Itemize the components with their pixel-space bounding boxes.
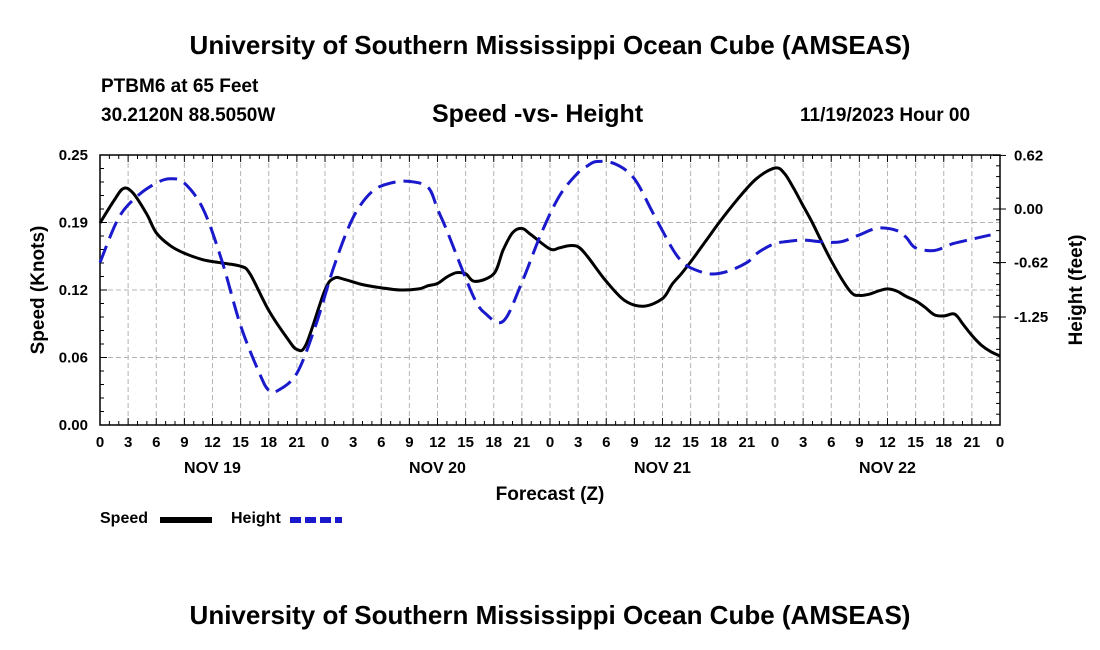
- day-label: NOV 22: [859, 460, 916, 477]
- legend-height-swatch: [290, 517, 342, 523]
- x-tick-label: 6: [827, 434, 835, 451]
- x-tick-label: 15: [232, 434, 249, 451]
- x-tick-label: 12: [879, 434, 896, 451]
- x-tick-label: 0: [996, 434, 1004, 451]
- x-tick-label: 0: [546, 434, 554, 451]
- x-tick-label: 21: [289, 434, 306, 451]
- speed-series-line: [98, 166, 1001, 358]
- x-tick-label: 3: [349, 434, 357, 451]
- legend-height-label: Height: [231, 510, 281, 527]
- x-tick-label: 9: [855, 434, 863, 451]
- legend-speed-label: Speed: [100, 510, 149, 527]
- x-tick-label: 12: [429, 434, 446, 451]
- x-tick-label: 9: [180, 434, 188, 451]
- x-tick-label: 21: [514, 434, 531, 451]
- x-tick-label: 15: [457, 434, 474, 451]
- x-tick-label: 9: [630, 434, 638, 451]
- y-tick-label: 0.06: [59, 350, 88, 367]
- y-tick-label: 0.12: [59, 282, 88, 299]
- plot-frame: [99, 154, 1001, 426]
- day-label: NOV 20: [409, 460, 466, 477]
- station-label: PTBM6 at 65 Feet: [101, 76, 259, 97]
- y2-tick-label: 0.62: [1014, 147, 1043, 164]
- main-title: University of Southern Mississippi Ocean…: [189, 30, 911, 60]
- x-tick-label: 12: [654, 434, 671, 451]
- y-tick-label: 0.00: [59, 417, 88, 434]
- x-tick-label: 3: [574, 434, 582, 451]
- x-tick-label: 3: [124, 434, 132, 451]
- x-tick-label: 15: [682, 434, 699, 451]
- x-tick-label: 18: [710, 434, 727, 451]
- height-series-line: [98, 159, 991, 395]
- speed-height-chart: 0 3 6 9 12 15 18 21 0 3 6 9 12 15 18 21 0 3 6 9 12 15 18 21 0 3 6 9…: [28, 147, 1087, 505]
- y2-tick-label: 0.00: [1014, 201, 1043, 218]
- x-axis-label: Forecast (Z): [496, 484, 605, 505]
- y-axis-label: Speed (Knots): [28, 226, 49, 355]
- x-tick-label: 15: [907, 434, 924, 451]
- y-tick-label: 0.25: [59, 147, 88, 164]
- x-tick-label: 0: [771, 434, 779, 451]
- x-tick-label: 6: [377, 434, 385, 451]
- x-tick-label: 0: [96, 434, 104, 451]
- y2-axis-label: Height (feet): [1066, 235, 1087, 346]
- x-tick-label: 6: [602, 434, 610, 451]
- x-tick-label: 12: [204, 434, 221, 451]
- y-tick-label: 0.19: [59, 215, 88, 232]
- legend-speed-swatch: [160, 517, 212, 523]
- y2-tick-label: -0.62: [1014, 255, 1048, 272]
- forecast-datetime: 11/19/2023 Hour 00: [800, 105, 971, 126]
- x-tick-label: 0: [321, 434, 329, 451]
- x-tick-label: 21: [739, 434, 756, 451]
- x-tick-label: 18: [260, 434, 277, 451]
- x-tick-label: 3: [799, 434, 807, 451]
- x-tick-label: 18: [485, 434, 502, 451]
- day-label: NOV 19: [184, 460, 241, 477]
- x-tick-label: 6: [152, 434, 160, 451]
- x-tick-label: 9: [405, 434, 413, 451]
- y2-tick-label: -1.25: [1014, 309, 1048, 326]
- x-tick-label: 18: [935, 434, 952, 451]
- footer-title: University of Southern Mississippi Ocean…: [189, 600, 911, 630]
- x-tick-label: 21: [964, 434, 981, 451]
- chart-subtitle: Speed -vs- Height: [432, 100, 644, 128]
- coordinates-label: 30.2120N 88.5050W: [101, 105, 276, 126]
- day-label: NOV 21: [634, 460, 691, 477]
